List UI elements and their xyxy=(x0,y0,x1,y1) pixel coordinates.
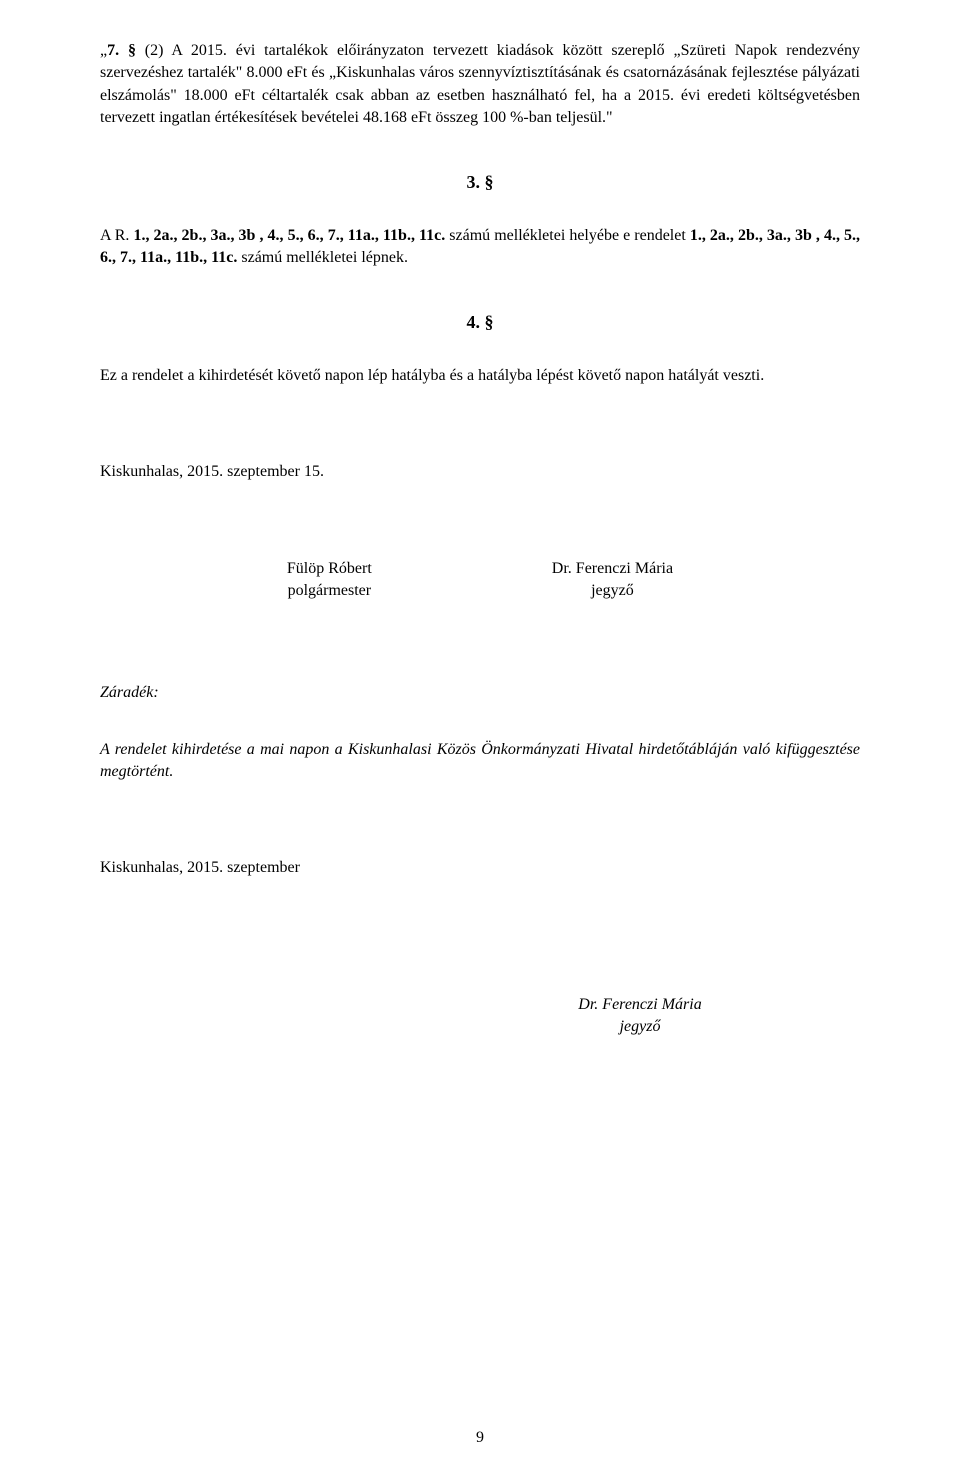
para1-text: (2) A 2015. évi tartalékok előirányzaton… xyxy=(100,42,860,126)
notary2-name: Dr. Ferenczi Mária xyxy=(420,994,860,1016)
date-line-1: Kiskunhalas, 2015. szeptember 15. xyxy=(100,461,860,483)
mayor-name: Fülöp Róbert xyxy=(287,558,372,580)
paragraph-effective: Ez a rendelet a kihirdetését követő napo… xyxy=(100,365,860,387)
date-line-2: Kiskunhalas, 2015. szeptember xyxy=(100,857,860,879)
p2-part3: számú mellékletei lépnek. xyxy=(237,249,408,266)
section-3-heading: 3. § xyxy=(100,170,860,195)
signature-row-1: Fülöp Róbert polgármester Dr. Ferenczi M… xyxy=(100,558,860,603)
p2-bold1: 1., 2a., 2b., 3a., 3b , 4., 5., 6., 7., … xyxy=(133,227,445,244)
section-4-heading: 4. § xyxy=(100,310,860,335)
notary1-name: Dr. Ferenczi Mária xyxy=(552,558,673,580)
paragraph-attachments: A R. 1., 2a., 2b., 3a., 3b , 4., 5., 6.,… xyxy=(100,225,860,270)
zaradek-label: Záradék: xyxy=(100,682,860,704)
zaradek-text: A rendelet kihirdetése a mai napon a Kis… xyxy=(100,739,860,784)
signature-mayor: Fülöp Róbert polgármester xyxy=(287,558,372,603)
page-number: 9 xyxy=(0,1427,960,1449)
p2-part2: számú mellékletei helyébe e rendelet xyxy=(445,227,690,244)
notary2-title: jegyző xyxy=(420,1016,860,1038)
signature-notary-1: Dr. Ferenczi Mária jegyző xyxy=(552,558,673,603)
notary1-title: jegyző xyxy=(552,580,673,602)
signature-notary-2: Dr. Ferenczi Mária jegyző xyxy=(100,994,860,1039)
paragraph-7-2: „7. § (2) A 2015. évi tartalékok előirán… xyxy=(100,40,860,130)
p2-part1: A R. xyxy=(100,227,133,244)
section-ref: 7. § xyxy=(107,42,136,59)
mayor-title: polgármester xyxy=(287,580,372,602)
